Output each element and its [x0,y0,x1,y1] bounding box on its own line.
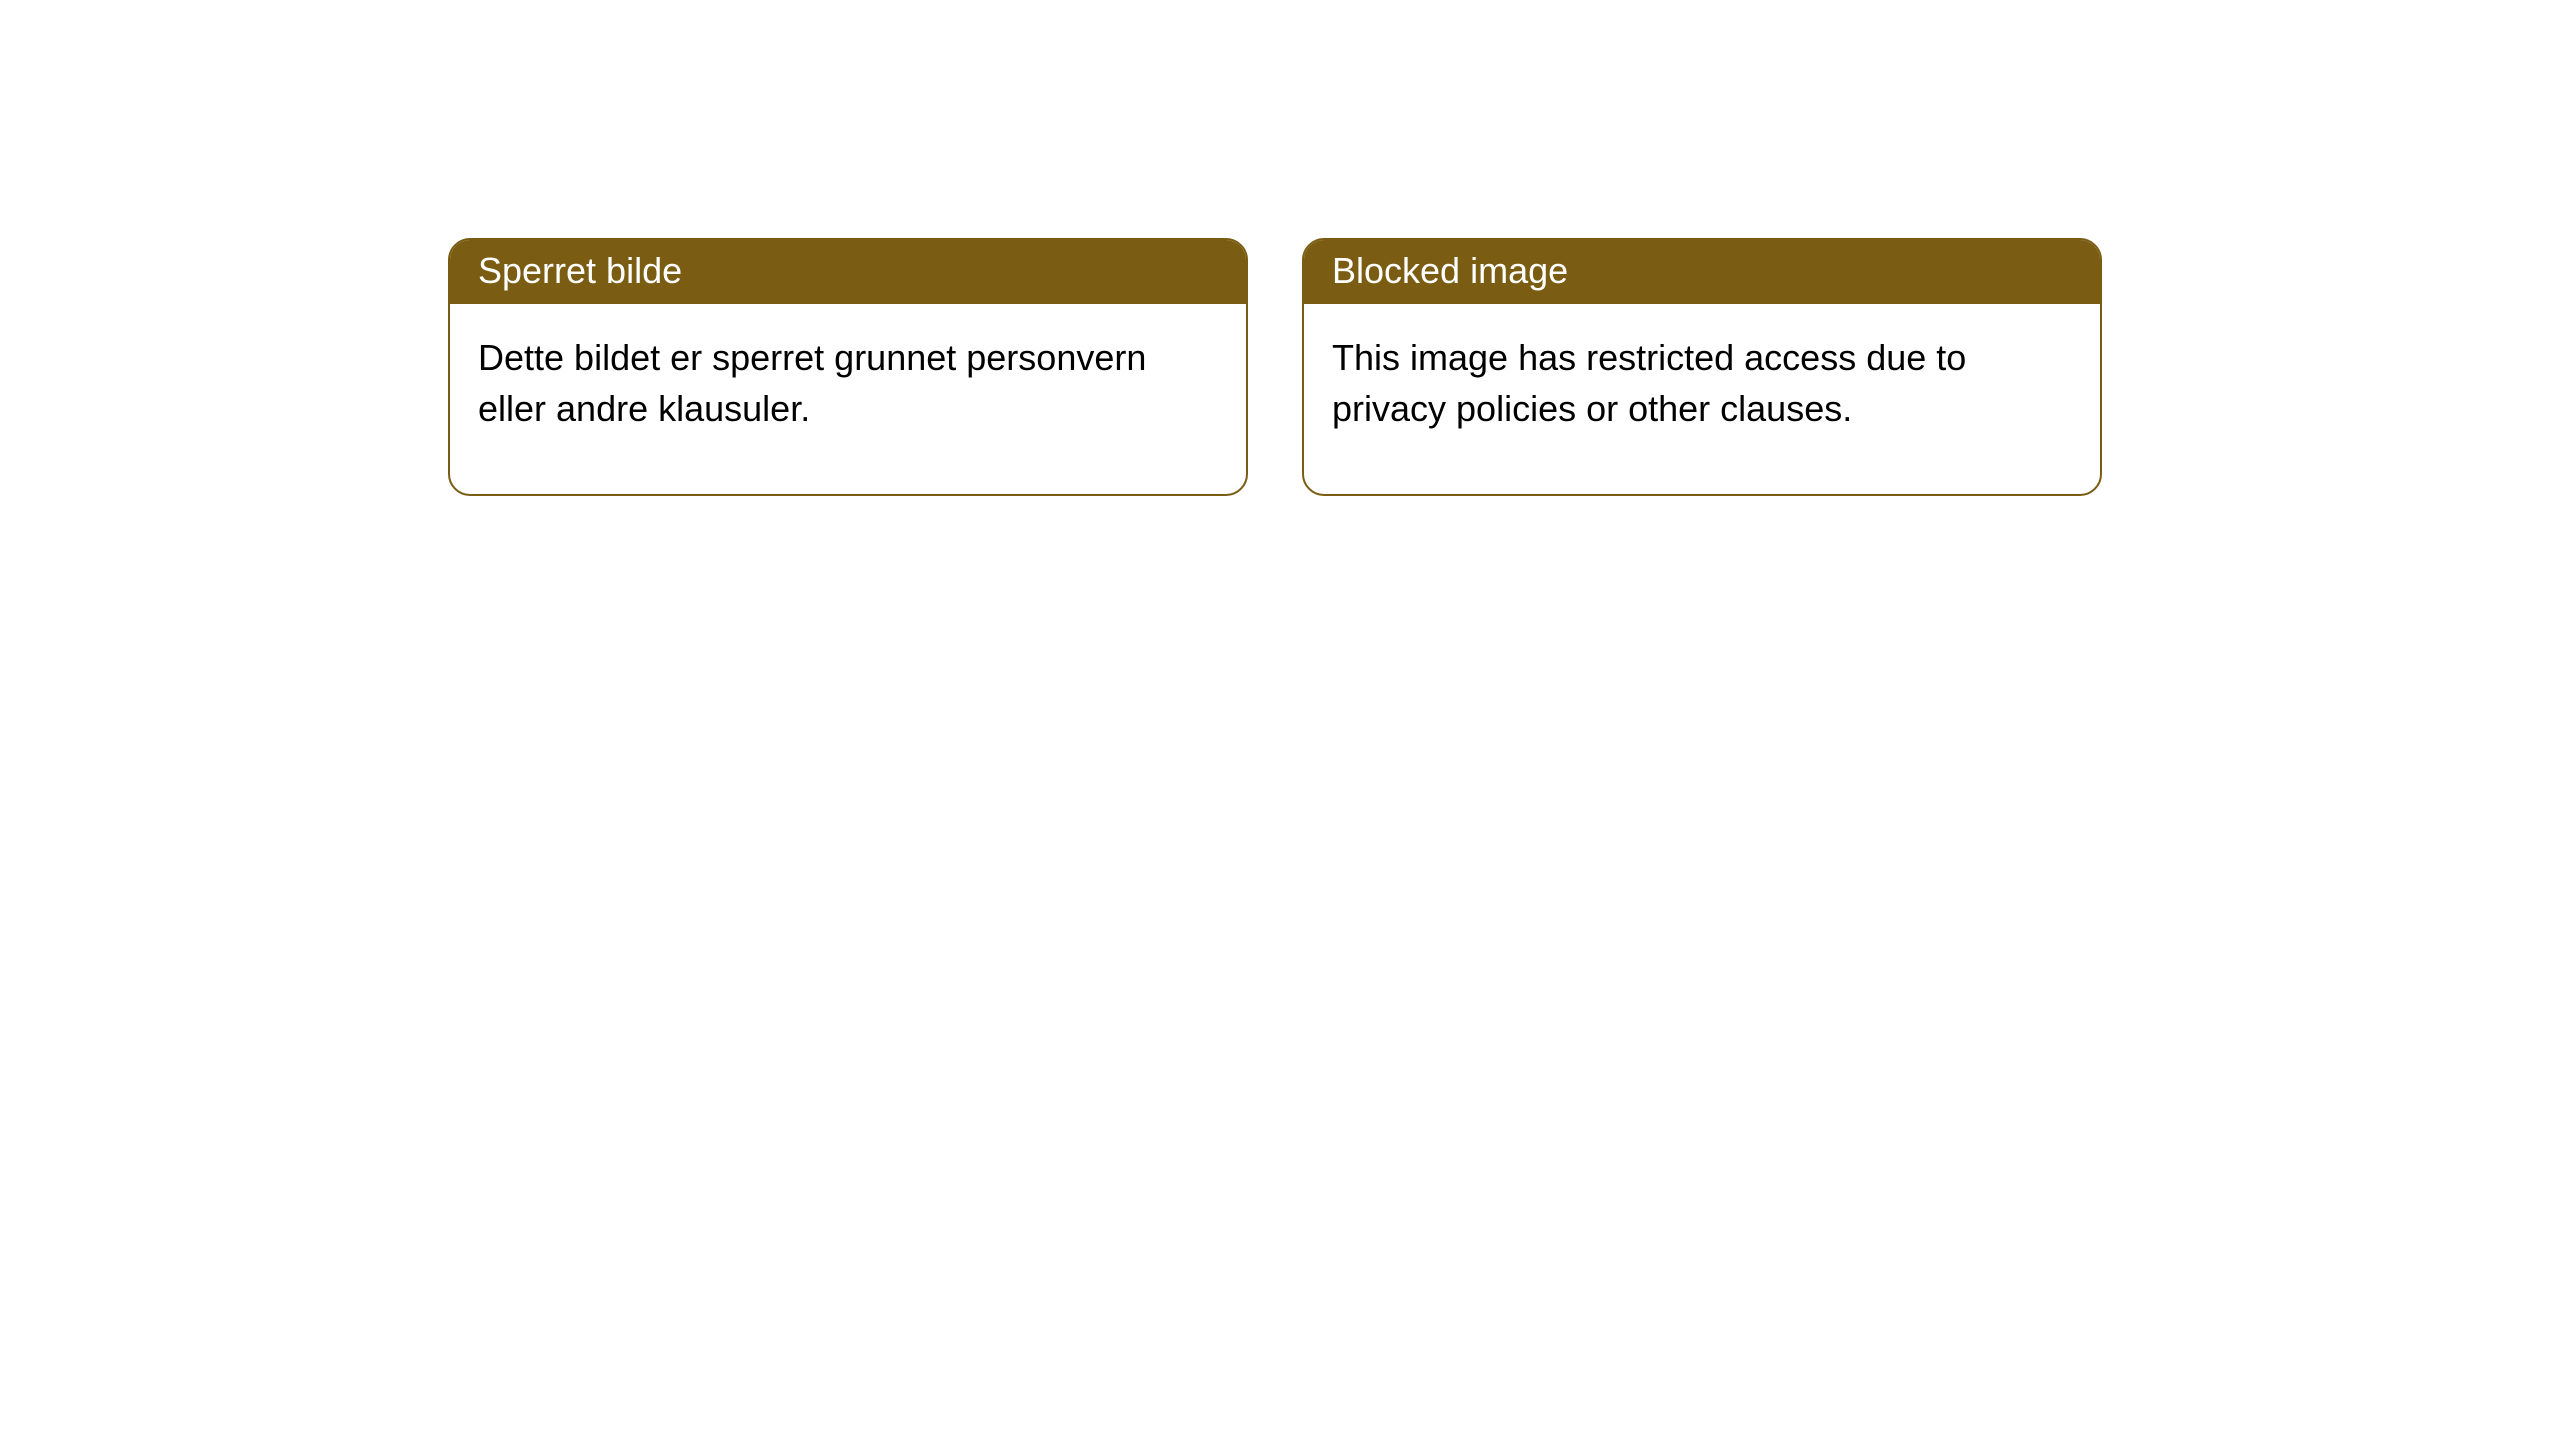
card-title: Blocked image [1332,250,1568,291]
blocked-image-card-en: Blocked image This image has restricted … [1302,238,2102,496]
card-body: This image has restricted access due to … [1304,304,2100,494]
card-body: Dette bildet er sperret grunnet personve… [450,304,1246,494]
card-header: Sperret bilde [450,240,1246,304]
card-title: Sperret bilde [478,250,682,291]
card-message: This image has restricted access due to … [1332,337,1966,429]
card-header: Blocked image [1304,240,2100,304]
card-message: Dette bildet er sperret grunnet personve… [478,337,1146,429]
notice-cards-row: Sperret bilde Dette bildet er sperret gr… [448,238,2102,496]
blocked-image-card-no: Sperret bilde Dette bildet er sperret gr… [448,238,1248,496]
